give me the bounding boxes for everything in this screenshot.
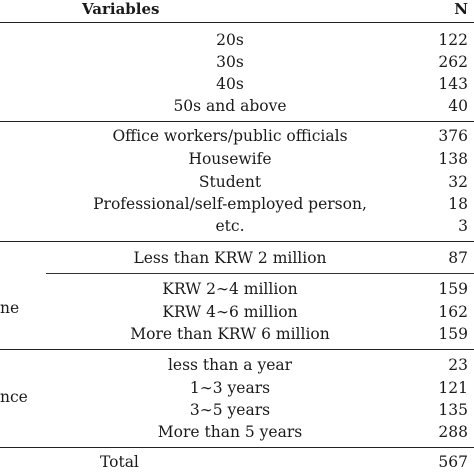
row-n: 159 — [438, 325, 468, 343]
row-n: 262 — [438, 53, 468, 71]
group-rule — [0, 241, 474, 242]
table-header: Variables N — [0, 0, 474, 24]
total-n: 567 — [438, 453, 468, 471]
row-label: etc. — [215, 217, 245, 235]
row-n: 143 — [438, 75, 468, 93]
row-label: Less than KRW 2 million — [133, 249, 327, 267]
row-n: 32 — [448, 173, 468, 191]
row-n: 159 — [438, 280, 468, 298]
row-label: More than KRW 6 million — [130, 325, 330, 343]
row-label: 20s — [216, 31, 244, 49]
row-label: less than a year — [167, 356, 293, 374]
row-n: 288 — [438, 423, 468, 441]
group-rule — [0, 121, 474, 122]
group-rule — [0, 349, 474, 350]
row-n: 40 — [448, 97, 468, 115]
row-label: Office workers/public officials — [112, 127, 348, 145]
row-n: 87 — [448, 249, 468, 267]
row-n: 3 — [458, 217, 468, 235]
row-label: 1∼3 years — [189, 379, 271, 397]
row-label: KRW 2∼4 million — [162, 280, 298, 298]
row-label: Student — [198, 173, 262, 191]
row-n: 18 — [448, 195, 468, 213]
row-n: 23 — [448, 356, 468, 374]
row-label: KRW 4∼6 million — [162, 303, 298, 321]
header-variables: Variables — [82, 0, 160, 18]
row-label: 3∼5 years — [189, 401, 271, 419]
row-n: 122 — [438, 31, 468, 49]
row-label: 40s — [216, 75, 244, 93]
row-n: 121 — [438, 379, 468, 397]
row-label: 30s — [216, 53, 244, 71]
row-label: Housewife — [188, 150, 272, 168]
row-n: 162 — [438, 303, 468, 321]
subgroup-rule — [46, 273, 474, 274]
row-label: Professional/self-employed person, — [93, 195, 367, 213]
row-n: 135 — [438, 401, 468, 419]
category-label: ne — [0, 299, 20, 317]
row-n: 138 — [438, 150, 468, 168]
row-label: 50s and above — [173, 97, 287, 115]
header-n: N — [454, 0, 468, 18]
total-label: Total — [100, 453, 139, 471]
header-rule — [0, 22, 474, 23]
total-rule — [0, 447, 474, 448]
row-label: More than 5 years — [157, 423, 303, 441]
category-label: nce — [0, 388, 28, 406]
row-n: 376 — [438, 127, 468, 145]
